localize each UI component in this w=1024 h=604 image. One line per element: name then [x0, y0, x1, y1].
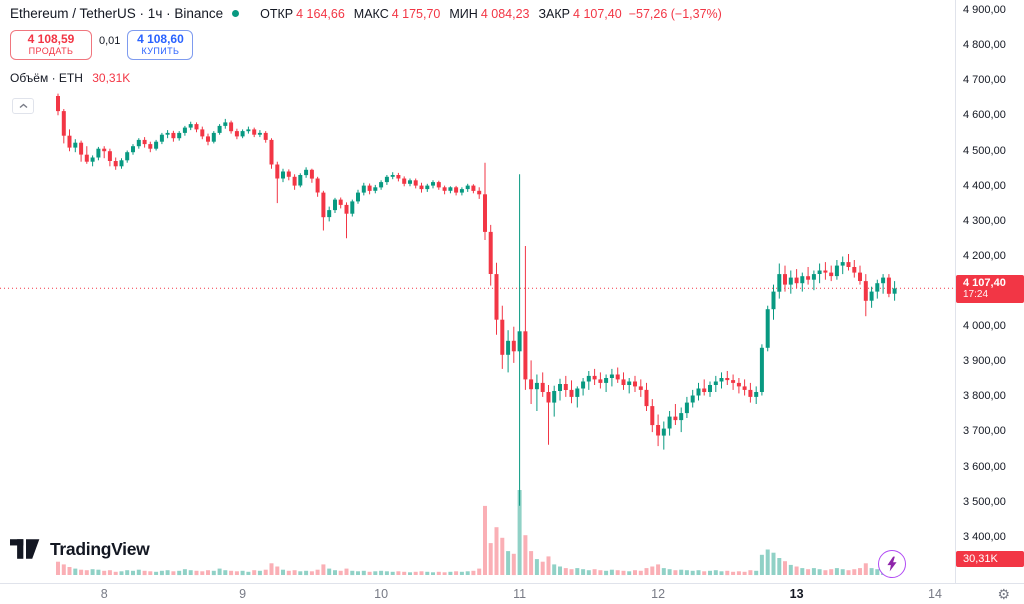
lightning-icon [887, 556, 897, 572]
buy-label: КУПИТЬ [141, 46, 180, 56]
tradingview-logo-icon [10, 539, 40, 559]
sell-button[interactable]: 4 108,59 ПРОДАТЬ [10, 30, 92, 60]
price-axis-label: 4 000,00 [963, 320, 1006, 332]
ohlc-open-label: ОТКР [260, 6, 294, 21]
ohlc-close-value: 4 107,40 [573, 6, 622, 21]
market-open-status-icon [232, 10, 240, 17]
price-axis-label: 4 700,00 [963, 74, 1006, 87]
tradingview-logo-text: TradingView [50, 538, 150, 559]
chart-legend: Ethereum / TetherUS · 1ч · Binance ОТКР … [10, 6, 722, 114]
sell-price: 4 108,59 [27, 32, 75, 46]
symbol-legend-row: Ethereum / TetherUS · 1ч · Binance ОТКР … [10, 6, 722, 21]
price-change-value: −57,26 (−1,37%) [628, 6, 722, 21]
time-axis-label: 13 [789, 587, 804, 601]
price-axis-label: 4 800,00 [963, 39, 1006, 52]
price-axis-label: 4 600,00 [963, 109, 1006, 122]
volume-indicator-legend[interactable]: Объём · ETH 30,31K [10, 71, 722, 85]
current-price-tag: 4 107,40 17:24 [956, 275, 1024, 304]
volume-bars [56, 490, 897, 576]
price-axis[interactable]: 4 900,00 4 800,00 4 700,00 4 600,00 4 500,00… [956, 0, 1024, 583]
ohlc-close-label: ЗАКР [538, 6, 571, 21]
price-axis-label: 3 900,00 [963, 355, 1006, 368]
price-axis-label: 3 400,00 [963, 530, 1006, 543]
sell-label: ПРОДАТЬ [28, 46, 74, 56]
buy-price: 4 108,60 [137, 32, 184, 46]
ohlc-low-value: 4 084,23 [480, 6, 530, 21]
price-axis-label: 3 800,00 [963, 390, 1006, 403]
gear-icon[interactable]: ⚙ [997, 586, 1010, 602]
symbol-title[interactable]: Ethereum / TetherUS · 1ч · Binance [10, 6, 224, 21]
volume-indicator-value: 30,31K [92, 71, 131, 85]
price-axis-label: 4 300,00 [963, 214, 1006, 227]
spread-value: 0,01 [99, 35, 121, 47]
collapse-legend-button[interactable] [12, 98, 34, 114]
chart-pane[interactable]: Ethereum / TetherUS · 1ч · Binance ОТКР … [0, 0, 956, 583]
price-axis-label: 3 600,00 [963, 460, 1006, 473]
candles [56, 93, 897, 506]
time-axis-label: 12 [651, 587, 666, 601]
price-axis-label: 4 900,00 [963, 4, 1006, 16]
tradingview-logo[interactable]: TradingView [10, 538, 150, 560]
price-axis-label: 3 500,00 [963, 495, 1006, 508]
trade-buttons-row: 4 108,59 ПРОДАТЬ 0,01 4 108,60 КУПИТЬ [10, 30, 722, 60]
time-axis-labels: 8 9 10 11 12 13 14 [0, 584, 1024, 604]
price-axis-label: 3 700,00 [963, 425, 1006, 438]
current-price-value: 4 107,40 [963, 277, 1006, 290]
lightning-boost-button[interactable] [878, 550, 906, 578]
ohlc-high-value: 4 175,70 [391, 6, 441, 21]
price-axis-label: 4 400,00 [963, 179, 1006, 192]
time-axis[interactable]: 8 9 10 11 12 13 14 ⚙ [0, 583, 1024, 604]
time-axis-label: 9 [239, 587, 247, 601]
price-axis-label: 4 500,00 [963, 144, 1006, 157]
ohlc-low-label: МИН [449, 6, 478, 21]
time-axis-label: 8 [100, 587, 108, 601]
chevron-up-icon [19, 103, 27, 109]
price-axis-label: 4 200,00 [963, 249, 1006, 262]
ohlc-high-label: МАКС [353, 6, 389, 21]
volume-indicator-label: Объём · ETH [10, 71, 83, 85]
buy-button[interactable]: 4 108,60 КУПИТЬ [127, 30, 194, 60]
time-axis-label: 11 [513, 587, 527, 601]
bar-countdown: 17:24 [963, 289, 989, 301]
time-axis-label: 14 [928, 587, 942, 601]
candlestick-chart[interactable] [0, 0, 956, 583]
ohlc-open-value: 4 164,66 [296, 6, 345, 21]
current-volume-tag: 30,31K [956, 551, 1024, 568]
time-axis-label: 10 [374, 587, 389, 601]
